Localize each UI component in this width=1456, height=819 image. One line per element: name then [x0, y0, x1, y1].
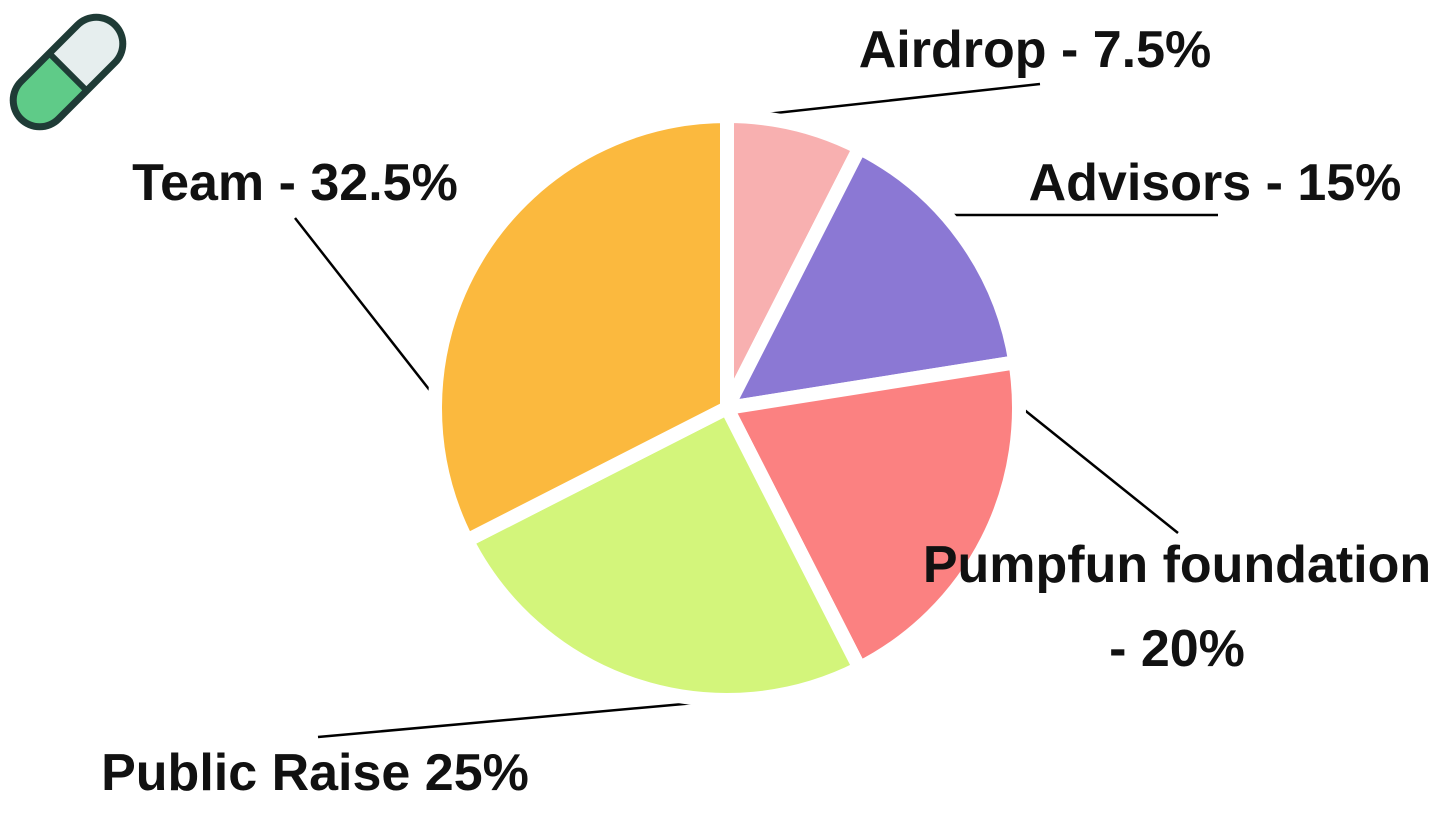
- slice-label: Team - 32.5%: [132, 154, 458, 212]
- slice-label: Pumpfun foundation - 20%: [922, 536, 1432, 678]
- leader-line: [1021, 407, 1179, 534]
- leader-line: [317, 698, 729, 739]
- slice-label: Advisors - 15%: [1028, 154, 1402, 212]
- leader-line: [729, 82, 1041, 120]
- pie-slice: [459, 401, 867, 707]
- slice-label: Public Raise 25%: [101, 744, 529, 802]
- pie-slice: [720, 140, 1023, 415]
- slice-label: Airdrop - 7.5%: [858, 21, 1212, 79]
- pill-icon: [9, 13, 127, 131]
- pie-slice: [720, 355, 1026, 676]
- slices: [428, 109, 1026, 707]
- pie-slice: [428, 109, 734, 548]
- leader-line: [294, 217, 436, 398]
- leader-lines: [294, 82, 1218, 739]
